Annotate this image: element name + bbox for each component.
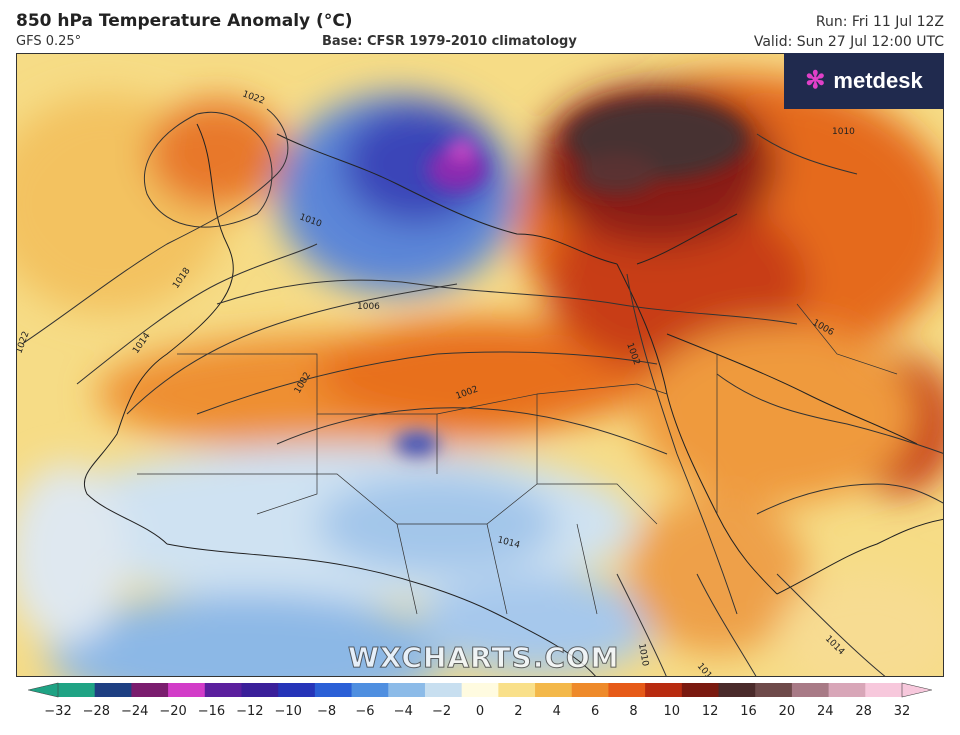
colorbar-tick-label: −8 xyxy=(316,704,337,719)
colorbar-segment xyxy=(241,683,279,697)
map-canvas: 1022 1018 1014 1010 1006 1002 1002 1002 … xyxy=(17,54,943,676)
colorbar-segment xyxy=(535,683,573,697)
colorbar-tick-label: −24 xyxy=(121,704,149,719)
coastlines xyxy=(83,123,943,676)
colorbar-segment xyxy=(571,683,609,697)
colorbar-tick-label: −32 xyxy=(44,704,72,719)
colorbar-segment xyxy=(681,683,720,697)
colorbar-tick-label: 32 xyxy=(893,704,911,719)
colorbar-segment xyxy=(204,683,242,697)
colorbar-segment xyxy=(278,683,316,697)
colorbar-tick-label: 24 xyxy=(816,704,834,719)
colorbar-segment xyxy=(498,683,536,697)
colorbar-segment xyxy=(314,683,353,697)
colorbar-segment xyxy=(828,683,866,697)
colorbar-tick-label: 6 xyxy=(590,704,600,719)
colorbar-tick-label: 0 xyxy=(475,704,485,719)
colorbar xyxy=(28,682,932,698)
colorbar-segment xyxy=(608,683,646,697)
anomaly-map: 1022 1018 1014 1010 1006 1002 1002 1002 … xyxy=(16,53,944,677)
colorbar-tick-label: 16 xyxy=(740,704,757,719)
colorbar-right-arrow xyxy=(901,682,932,698)
colorbar-tick-label: −20 xyxy=(159,704,187,719)
colorbar-segment xyxy=(645,683,683,697)
colorbar-segment xyxy=(58,683,96,697)
colorbar-tick-label: −6 xyxy=(355,704,375,719)
colorbar-segment xyxy=(131,683,169,697)
colorbar-tick-label: 8 xyxy=(629,704,638,719)
colorbar-tick-label: 28 xyxy=(855,704,872,719)
colorbar-tick-label: −12 xyxy=(236,704,264,719)
colorbar-segment xyxy=(755,683,793,697)
colorbar-segment xyxy=(168,683,206,697)
colorbar-ticks: −32 −28 −24 −20 −16 −12 −10 −8 −6 −4 −2 0 2 4 6 8 10 12 16… xyxy=(44,704,910,722)
colorbar-segment xyxy=(351,683,389,697)
colorbar-tick-label: 12 xyxy=(701,704,719,719)
colorbar-left-arrow xyxy=(28,682,59,698)
logo-text: metdesk xyxy=(833,68,923,93)
isobar-label: 1010 xyxy=(636,643,650,668)
climatology-base-label: Base: CFSR 1979-2010 climatology xyxy=(322,34,577,49)
colorbar-segment xyxy=(718,683,756,697)
metdesk-logo: ✻ metdesk xyxy=(784,53,944,109)
isobar-lines xyxy=(21,108,943,676)
colorbar-segment xyxy=(865,683,903,697)
colorbar-tick-label: −16 xyxy=(197,704,226,719)
country-borders xyxy=(137,303,898,615)
isobar-label: 1010 xyxy=(832,127,855,137)
colorbar-tick-label: 20 xyxy=(778,704,796,719)
anomaly-cores xyxy=(395,99,747,456)
run-label: Run: Fri 11 Jul 12Z xyxy=(815,14,944,30)
chart-title: 850 hPa Temperature Anomaly (°C) xyxy=(16,11,353,31)
colorbar-segment xyxy=(94,683,132,697)
metdesk-flower-icon: ✻ xyxy=(805,67,826,94)
model-label: GFS 0.25° xyxy=(16,34,82,49)
colorbar-tick-label: −4 xyxy=(393,704,413,719)
colorbar-segment xyxy=(791,683,830,697)
isobar-label: 1006 xyxy=(357,302,380,312)
valid-time-label: Valid: Sun 27 Jul 12:00 UTC xyxy=(753,34,944,50)
colorbar-tick-label: 2 xyxy=(514,704,523,719)
wxcharts-watermark: WXCHARTS.COM xyxy=(348,641,620,675)
colorbar-tick-label: −2 xyxy=(432,704,452,719)
colorbar-segment xyxy=(461,683,499,697)
colorbar-tick-label: −28 xyxy=(82,704,111,719)
colorbar-segment xyxy=(388,683,426,697)
colorbar-tick-label: −10 xyxy=(274,704,302,719)
colorbar-tick-label: 4 xyxy=(552,704,561,719)
colorbar-segment xyxy=(424,683,463,697)
colorbar-tick-label: 10 xyxy=(663,704,681,719)
